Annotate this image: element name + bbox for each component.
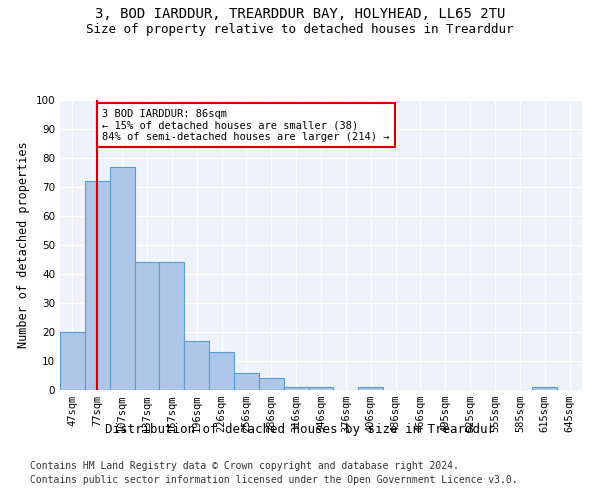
Text: Distribution of detached houses by size in Trearddur: Distribution of detached houses by size … <box>105 422 495 436</box>
Bar <box>85 181 110 390</box>
Bar <box>110 166 134 390</box>
Bar <box>532 387 557 390</box>
Text: Contains public sector information licensed under the Open Government Licence v3: Contains public sector information licen… <box>30 475 518 485</box>
Bar <box>358 387 383 390</box>
Y-axis label: Number of detached properties: Number of detached properties <box>17 142 30 348</box>
Text: 3 BOD IARDDUR: 86sqm
← 15% of detached houses are smaller (38)
84% of semi-detac: 3 BOD IARDDUR: 86sqm ← 15% of detached h… <box>102 108 390 142</box>
Bar <box>184 340 209 390</box>
Text: 3, BOD IARDDUR, TREARDDUR BAY, HOLYHEAD, LL65 2TU: 3, BOD IARDDUR, TREARDDUR BAY, HOLYHEAD,… <box>95 8 505 22</box>
Text: Contains HM Land Registry data © Crown copyright and database right 2024.: Contains HM Land Registry data © Crown c… <box>30 461 459 471</box>
Bar <box>60 332 85 390</box>
Bar <box>259 378 284 390</box>
Text: Size of property relative to detached houses in Trearddur: Size of property relative to detached ho… <box>86 22 514 36</box>
Bar <box>234 372 259 390</box>
Bar <box>160 262 184 390</box>
Bar <box>134 262 160 390</box>
Bar <box>308 387 334 390</box>
Bar <box>284 387 308 390</box>
Bar <box>209 352 234 390</box>
